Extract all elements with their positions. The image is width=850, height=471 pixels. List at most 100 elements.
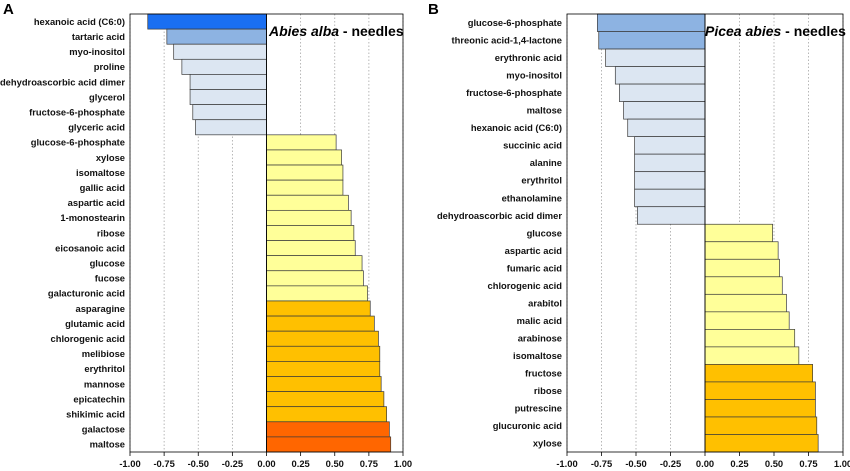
category-label: dehydroascorbic acid dimer xyxy=(437,210,562,221)
category-label: glutamic acid xyxy=(65,318,125,329)
bar xyxy=(266,149,342,166)
bar xyxy=(266,361,381,377)
bar xyxy=(173,43,267,60)
category-label: eicosanoic acid xyxy=(55,242,125,253)
bar xyxy=(704,381,816,400)
bar xyxy=(605,48,706,67)
chart-panel-a: hexanoic acid (C6:0) tartaric acid myo-ino… xyxy=(0,1,412,469)
x-tick-label: 0.75 xyxy=(799,458,817,469)
bar xyxy=(637,206,706,225)
x-tick-label: -1.00 xyxy=(556,458,577,469)
category-label: arabinose xyxy=(518,332,562,343)
category-label: aspartic acid xyxy=(505,245,563,256)
category-label: ethanolamine xyxy=(502,192,562,203)
panel-label: B xyxy=(428,1,439,18)
x-tick-label: 0.25 xyxy=(292,458,310,469)
chart-title-species: Picea abies xyxy=(705,23,781,39)
bar xyxy=(266,330,379,347)
bar xyxy=(704,399,816,418)
bar xyxy=(266,270,364,287)
category-label: glucose-6-phosphate xyxy=(468,17,562,28)
x-tick-label: -0.50 xyxy=(188,458,209,469)
bar xyxy=(266,179,344,196)
panel-label: A xyxy=(3,1,14,18)
category-label: 1-monostearin xyxy=(60,212,125,223)
category-label: gallic acid xyxy=(80,182,126,193)
category-label: chlorogenic acid xyxy=(488,280,563,291)
bar xyxy=(704,416,818,435)
x-tick-label: 1.00 xyxy=(394,458,412,469)
bar xyxy=(195,119,267,136)
x-tick-label: 1.00 xyxy=(834,458,850,469)
category-label: glycerol xyxy=(89,91,125,102)
bar xyxy=(704,241,779,260)
x-tick-label: -0.75 xyxy=(153,458,174,469)
x-tick-label: -1.00 xyxy=(119,458,140,469)
bar xyxy=(704,329,796,348)
category-label: glucose-6-phosphate xyxy=(31,137,125,148)
category-label: glucose xyxy=(90,258,125,269)
bar xyxy=(598,31,706,50)
chart-title: Abies alba - needles xyxy=(268,23,404,39)
category-label: erythronic acid xyxy=(495,52,562,63)
bar xyxy=(266,164,344,181)
category-label: chlorogenic acid xyxy=(51,333,126,344)
bar xyxy=(189,74,267,90)
x-tick-label: -0.75 xyxy=(591,458,612,469)
category-label: erythritol xyxy=(521,175,562,186)
category-label: threonic acid-1,4-lactone xyxy=(452,35,562,46)
bar xyxy=(181,58,267,75)
bar xyxy=(704,258,780,278)
bar xyxy=(189,89,267,105)
bar xyxy=(597,13,706,32)
category-label: mannose xyxy=(84,378,125,389)
category-label: glucuronic acid xyxy=(493,420,563,431)
bar xyxy=(634,153,706,173)
category-label: galactose xyxy=(82,424,125,435)
bar xyxy=(634,188,706,208)
category-label: ribose xyxy=(534,385,562,396)
bar xyxy=(266,391,385,408)
bar xyxy=(266,194,349,211)
x-tick-label: 0.00 xyxy=(257,458,275,469)
bar xyxy=(147,13,267,30)
bar xyxy=(266,285,368,302)
bar xyxy=(266,376,382,392)
x-tick-label: 0.75 xyxy=(360,458,378,469)
bar xyxy=(623,101,706,120)
category-label: isomaltose xyxy=(76,167,125,178)
category-label: proline xyxy=(94,61,125,72)
x-tick-label: 0.50 xyxy=(326,458,344,469)
bar xyxy=(634,171,706,190)
category-label: tartaric acid xyxy=(72,31,125,42)
category-label: galacturonic acid xyxy=(48,288,125,299)
category-label: hexanoic acid (C6:0) xyxy=(34,16,125,27)
x-tick-label: 0.25 xyxy=(730,458,748,469)
bar xyxy=(266,421,390,438)
category-label: alanine xyxy=(530,157,562,168)
x-tick-label: -0.25 xyxy=(222,458,243,469)
category-label: fructose-6-phosphate xyxy=(29,106,125,117)
chart-title-suffix: - needles xyxy=(781,23,846,39)
category-label: malic acid xyxy=(517,315,563,326)
bar xyxy=(266,209,352,226)
category-label: epicatechin xyxy=(73,393,125,404)
bar xyxy=(266,406,387,423)
bar xyxy=(266,240,356,257)
category-label: ribose xyxy=(97,227,125,238)
category-label: fructose xyxy=(525,367,562,378)
category-label: asparagine xyxy=(75,303,125,314)
bar xyxy=(266,345,381,362)
category-label: hexanoic acid (C6:0) xyxy=(471,122,562,133)
chart-title-species: Abies alba xyxy=(268,23,339,39)
category-label: fumaric acid xyxy=(507,262,563,273)
category-label: glyceric acid xyxy=(68,122,125,133)
category-label: fructose-6-phosphate xyxy=(466,87,562,98)
category-label: succinic acid xyxy=(503,140,562,151)
category-label: maltose xyxy=(90,439,125,450)
bar xyxy=(266,300,371,317)
bar xyxy=(704,311,790,330)
bar xyxy=(704,434,819,453)
x-tick-label: -0.50 xyxy=(625,458,646,469)
